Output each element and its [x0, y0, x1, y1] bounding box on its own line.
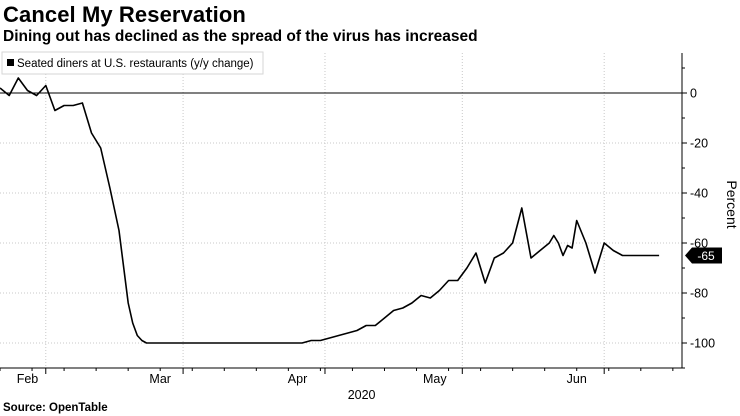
chart-title: Cancel My Reservation [3, 2, 246, 27]
x-axis-title: 2020 [348, 388, 376, 402]
plot-frame [0, 53, 683, 369]
x-tick-label: Feb [17, 372, 39, 386]
x-tick-label: Jun [567, 372, 587, 386]
series-lines [0, 77, 660, 344]
chart-subtitle: Dining out has declined as the spread of… [3, 28, 478, 45]
legend-box [1, 51, 264, 75]
y-tick-label: -100 [690, 337, 715, 351]
y-tick-label: -60 [690, 237, 708, 251]
last-value-pointer [685, 247, 722, 264]
y-axis: 0 -20 -40 -60 -80 -100 Percent [682, 67, 740, 369]
last-value-label: -65 [697, 249, 715, 263]
y-tick-label: -80 [690, 287, 708, 301]
legend-label: Seated diners at U.S. restaurants (y/y c… [17, 58, 254, 70]
x-tick-label: Mar [149, 372, 171, 386]
legend-swatch [7, 59, 14, 66]
y-tick-label: 0 [690, 87, 697, 101]
y-tick-label: -20 [690, 137, 708, 151]
series-line [0, 77, 660, 344]
last-value-marker: -65 [685, 247, 722, 264]
x-axis: Feb Mar Apr May Jun 2020 [0, 368, 674, 402]
legend: Seated diners at U.S. restaurants (y/y c… [1, 51, 264, 75]
x-tick-label: Apr [288, 372, 307, 386]
gridlines [0, 53, 682, 368]
x-tick-label: May [423, 372, 447, 386]
y-axis-title: Percent [724, 180, 740, 228]
source-note: Source: OpenTable [3, 402, 108, 414]
y-tick-label: -40 [690, 187, 708, 201]
